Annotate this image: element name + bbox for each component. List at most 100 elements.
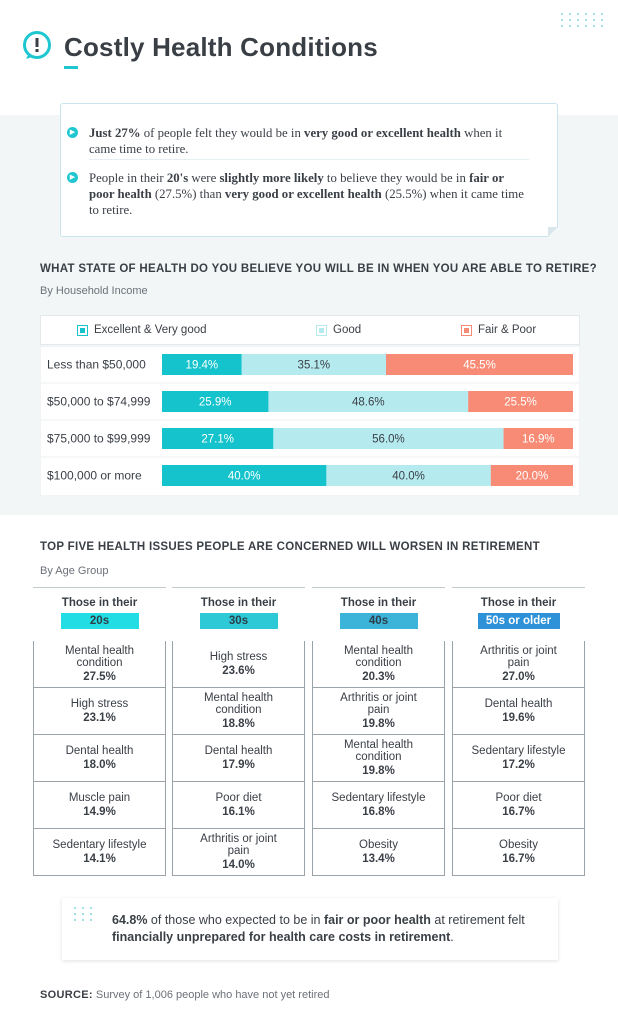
data-label: 45.5% — [463, 360, 496, 372]
decorative-dots — [74, 907, 94, 921]
issue-cell: High stress 23.1% — [33, 688, 166, 735]
bar-segment — [273, 428, 504, 449]
stat-body: . — [450, 930, 454, 944]
bar-segment — [162, 354, 242, 375]
table-subtitle: By Age Group — [40, 565, 109, 577]
issue-cell: Arthritis or joint pain 19.8% — [312, 688, 445, 735]
data-label: 48.6% — [352, 397, 385, 409]
stat-lead: 64.8% — [112, 913, 148, 927]
chart-subtitle: By Household Income — [40, 285, 148, 297]
finding-1-tail: when it came time to retire. — [89, 126, 503, 156]
issue-cell: Dental health 17.9% — [172, 735, 305, 782]
legend-label: Excellent & Very good — [94, 324, 207, 336]
issue-name: Arthritis or joint pain — [200, 833, 277, 857]
age-group-column: Those in their 20s Mental health condition… — [33, 587, 166, 876]
data-label: 25.5% — [504, 397, 537, 409]
source-text: Survey of 1,006 people who have not yet … — [92, 989, 330, 1001]
issue-percent: 18.0% — [83, 759, 116, 771]
table-title: TOP FIVE HEALTH ISSUES PEOPLE ARE CONCER… — [40, 541, 540, 553]
category-label: $50,000 to $74,999 — [47, 395, 151, 409]
issue-name: Mental health condition — [343, 739, 414, 763]
column-header-label: Those in their — [61, 597, 138, 609]
bar-segment — [241, 354, 386, 375]
issue-name: Arthritis or joint pain — [480, 645, 557, 669]
column-header: Those in their 50s or older — [452, 587, 585, 641]
issue-name: Poor diet — [215, 792, 262, 804]
issue-cell: Sedentary lifestyle 14.1% — [33, 829, 166, 876]
legend-item-fair-poor: Fair & Poor — [461, 324, 536, 336]
issue-percent: 20.3% — [362, 671, 395, 683]
bar-segment — [162, 465, 327, 486]
bar-segment — [162, 391, 269, 412]
bar-segment — [162, 428, 274, 449]
data-label: 16.9% — [522, 434, 555, 446]
issue-name: Obesity — [359, 839, 398, 851]
issue-cell: Obesity 16.7% — [452, 829, 585, 876]
category-label: Less than $50,000 — [47, 358, 146, 372]
issue-percent: 19.8% — [362, 765, 395, 777]
issue-name: Arthritis or joint pain — [340, 692, 417, 716]
issue-name: Dental health — [204, 745, 273, 757]
finding-2-text: were — [188, 171, 220, 185]
finding-2-emphasis: fair or poor health — [89, 171, 504, 201]
issue-percent: 27.0% — [502, 671, 535, 683]
issue-name: Sedentary lifestyle — [52, 839, 147, 851]
category-label: $75,000 to $99,999 — [47, 432, 151, 446]
age-group-column: Those in their 40s Mental health condition… — [312, 587, 445, 876]
finding-2-text: to believe they would be in — [323, 171, 470, 185]
issue-name: High stress — [70, 698, 129, 710]
data-label: 25.9% — [199, 397, 232, 409]
issue-cell: Sedentary lifestyle 17.2% — [452, 735, 585, 782]
issue-cell: Poor diet 16.7% — [452, 782, 585, 829]
issue-name: Mental health condition — [343, 645, 414, 669]
finding-1-emphasis: very good or excellent health — [304, 126, 461, 140]
stat-emphasis: fair or poor health — [323, 913, 431, 927]
issue-cell: Poor diet 16.1% — [172, 782, 305, 829]
issue-cell: Arthritis or joint pain 27.0% — [452, 641, 585, 688]
age-group-badge: 40s — [339, 613, 418, 629]
legend-item-good: Good — [316, 324, 361, 336]
data-label: 35.1% — [298, 360, 331, 372]
column-header-label: Those in their — [200, 597, 277, 609]
stat-emphasis: financially unprepared for health care c… — [112, 930, 451, 944]
chart-title: WHAT STATE OF HEALTH DO YOU BELIEVE YOU … — [40, 263, 597, 275]
stat-text: 64.8% of those who expected to be in fai… — [112, 912, 552, 946]
issue-cell: High stress 23.6% — [172, 641, 305, 688]
issue-cell: Dental health 19.6% — [452, 688, 585, 735]
issue-name: Dental health — [65, 745, 134, 757]
chevron-right-icon: ▶ — [67, 172, 78, 183]
age-group-badge: 50s or older — [477, 613, 560, 629]
stat-body: of those who expected to be in — [147, 913, 324, 927]
finding-1: ▶ Just 27% of people felt they would be … — [67, 125, 529, 157]
age-group-column: Those in their 50s or older Arthritis or j… — [452, 587, 585, 876]
issue-name: Obesity — [499, 839, 538, 851]
issue-percent: 16.8% — [362, 806, 395, 818]
column-header: Those in their 30s — [172, 587, 305, 641]
stat-body: at retirement felt — [430, 913, 525, 927]
finding-2-emphasis: slightly more likely — [219, 171, 324, 185]
source-label: SOURCE: — [40, 989, 93, 1001]
issue-percent: 16.7% — [502, 853, 535, 865]
issue-percent: 14.1% — [83, 853, 116, 865]
legend-label: Good — [333, 324, 362, 336]
data-label: 56.0% — [372, 434, 405, 446]
issue-percent: 23.6% — [222, 665, 255, 677]
issue-name: Muscle pain — [68, 792, 131, 804]
issue-name: Dental health — [484, 698, 553, 710]
issue-cell: Muscle pain 14.9% — [33, 782, 166, 829]
bar-segment — [503, 428, 573, 449]
column-header: Those in their 20s — [33, 587, 166, 641]
issue-cell: Mental health condition 18.8% — [172, 688, 305, 735]
issue-cell: Sedentary lifestyle 16.8% — [312, 782, 445, 829]
key-findings-callout: ▶ Just 27% of people felt they would be … — [60, 103, 558, 237]
legend-swatch — [77, 324, 88, 336]
finding-2-tail: (25.5%) when it came time to retire. — [89, 187, 524, 217]
data-label: 40.0% — [228, 471, 261, 483]
bar-segment — [468, 391, 573, 412]
data-label: 40.0% — [392, 471, 425, 483]
legend-swatch — [461, 324, 472, 336]
issue-percent: 19.8% — [362, 718, 395, 730]
legend-item-excellent: Excellent & Very good — [77, 324, 207, 336]
issue-percent: 19.6% — [502, 712, 535, 724]
issue-percent: 16.7% — [502, 806, 535, 818]
